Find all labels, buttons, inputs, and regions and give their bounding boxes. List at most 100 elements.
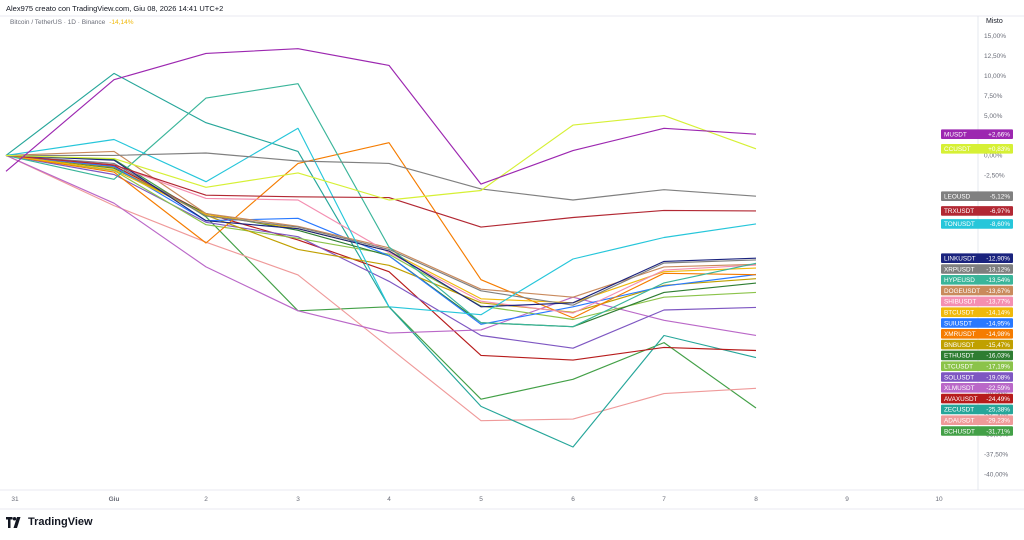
series-value: -6,97% bbox=[990, 208, 1011, 215]
series-value: -31,71% bbox=[986, 428, 1010, 435]
series-line-ltcusdt[interactable] bbox=[5, 154, 757, 321]
series-line-adausdt[interactable] bbox=[5, 154, 757, 422]
series-name: DOGEUSDT bbox=[944, 288, 980, 295]
series-line-xlmusdt[interactable] bbox=[5, 154, 757, 336]
y-tick-label: 0,00% bbox=[984, 153, 1003, 160]
series-name: XMRUSDT bbox=[944, 331, 976, 338]
series-value: +0,83% bbox=[988, 146, 1010, 153]
time-axis[interactable]: 31 Giu 2 3 4 5 6 7 8 9 10 bbox=[11, 496, 943, 503]
series-value: -5,12% bbox=[990, 194, 1011, 201]
series-line-ethusdt[interactable] bbox=[5, 154, 757, 328]
series-line-btcusdt[interactable] bbox=[5, 154, 757, 304]
series-line-suiusdt[interactable] bbox=[5, 154, 757, 325]
series-line-tonusdt[interactable] bbox=[5, 127, 757, 316]
series-label-bg bbox=[941, 318, 1013, 328]
series-label-btcusdt: BTCUSDT -14,14% bbox=[941, 307, 1013, 317]
series-line-hypeusd[interactable] bbox=[5, 83, 757, 328]
series-name: BNBUSDT bbox=[944, 342, 975, 349]
series-name: BCHUSDT bbox=[944, 428, 975, 435]
series-label-bg bbox=[941, 129, 1013, 139]
series-label-hypeusd: HYPEUSD -13,54% bbox=[941, 275, 1013, 285]
series-label-bchusdt: BCHUSDT -31,71% bbox=[941, 426, 1013, 436]
series-label-bg bbox=[941, 191, 1013, 201]
series-label-ccusdt: CCUSDT +0,83% bbox=[941, 144, 1013, 154]
series-value: -8,60% bbox=[990, 221, 1011, 228]
series-label-bg bbox=[941, 372, 1013, 382]
chart-credit: Alex975 creato con TradingView.com, Giu … bbox=[6, 4, 224, 13]
series-label-xlmusdt: XLMUSDT -22,59% bbox=[941, 383, 1013, 393]
y-tick-label: -32,50% bbox=[984, 412, 1008, 419]
series-label-linkusdt: LINKUSDT -12,90% bbox=[941, 253, 1013, 263]
series-line-trxusdt[interactable] bbox=[5, 154, 757, 228]
series-label-bg bbox=[941, 393, 1013, 404]
series-label-trxusdt: TRXUSDT -6,97% bbox=[941, 206, 1013, 216]
series-name: ZECUSDT bbox=[944, 407, 974, 414]
x-tick-label: 8 bbox=[754, 496, 758, 503]
series-label-adausdt: ADAUSDT -29,23% bbox=[941, 415, 1013, 425]
series-label-bnbusdt: BNBUSDT -15,47% bbox=[941, 339, 1013, 350]
series-label-bg bbox=[941, 296, 1013, 307]
series-line-shibusdt[interactable] bbox=[5, 154, 757, 314]
series-label-zecusdt: ZECUSDT -25,38% bbox=[941, 404, 1013, 415]
series-label-bg bbox=[941, 339, 1013, 350]
x-tick-label: 6 bbox=[571, 496, 575, 503]
series-label-suiusdt: SUIUSDT -14,95% bbox=[941, 318, 1013, 328]
series-line-musdt[interactable] bbox=[5, 48, 757, 185]
series-value: -13,67% bbox=[986, 288, 1010, 295]
x-tick-label: 9 bbox=[845, 496, 849, 503]
y-tick-label: -37,50% bbox=[984, 451, 1008, 458]
series-label-bg bbox=[941, 264, 1013, 274]
symbol-legend[interactable]: Bitcoin / TetherUS · 1D · Binance -14,14% bbox=[10, 19, 133, 26]
series-label-bg bbox=[941, 329, 1013, 339]
series-label-bg bbox=[941, 253, 1013, 263]
y-tick-label: -2,50% bbox=[984, 173, 1005, 180]
series-value: -15,47% bbox=[986, 342, 1010, 349]
series-name: LTCUSDT bbox=[944, 364, 973, 371]
y-tick-label: 7,50% bbox=[984, 93, 1003, 100]
series-label-xrpusdt: XRPUSDT -13,12% bbox=[941, 264, 1013, 274]
series-label-ltcusdt: LTCUSDT -17,19% bbox=[941, 361, 1013, 371]
series-name: HYPEUSD bbox=[944, 277, 975, 284]
series-layer bbox=[5, 48, 757, 448]
series-label-ethusdt: ETHUSDT -16,03% bbox=[941, 350, 1013, 361]
series-line-linkusdt[interactable] bbox=[5, 154, 757, 308]
x-tick-label: Giu bbox=[109, 496, 120, 503]
series-name: BTCUSDT bbox=[944, 310, 974, 317]
series-label-solusdt: SOLUSDT -19,08% bbox=[941, 372, 1013, 382]
series-name: TRXUSDT bbox=[944, 208, 974, 215]
x-tick-label: 3 bbox=[296, 496, 300, 503]
series-line-solusdt[interactable] bbox=[5, 154, 757, 349]
series-line-bchusdt[interactable] bbox=[5, 154, 757, 409]
x-tick-label: 7 bbox=[662, 496, 666, 503]
series-name: LEOUSD bbox=[944, 194, 971, 201]
series-line-xmrusdt[interactable] bbox=[5, 142, 757, 319]
x-tick-label: 10 bbox=[935, 496, 943, 503]
series-value: -17,19% bbox=[986, 364, 1010, 371]
tradingview-icon bbox=[6, 516, 21, 528]
series-value: -25,38% bbox=[986, 407, 1010, 414]
series-name: LINKUSDT bbox=[944, 256, 976, 263]
series-line-zecusdt[interactable] bbox=[5, 72, 757, 448]
series-label-bg bbox=[941, 361, 1013, 371]
series-label-xmrusdt: XMRUSDT -14,98% bbox=[941, 329, 1013, 339]
series-line-leousd[interactable] bbox=[6, 152, 757, 201]
series-value: -14,14% bbox=[986, 310, 1010, 317]
series-label-bg bbox=[941, 383, 1013, 393]
series-label-tonusdt: TONUSDT -8,60% bbox=[941, 219, 1013, 229]
tradingview-logo[interactable]: TradingView bbox=[6, 516, 93, 528]
x-tick-label: 5 bbox=[479, 496, 483, 503]
x-tick-label: 4 bbox=[387, 496, 391, 503]
series-label-avaxusdt: AVAXUSDT -24,49% bbox=[941, 393, 1013, 404]
brand-name: TradingView bbox=[28, 516, 93, 528]
series-label-musdt: MUSDT +2,66% bbox=[941, 129, 1013, 139]
series-line-avaxusdt[interactable] bbox=[5, 154, 757, 361]
symbol-name: Bitcoin / TetherUS · 1D · Binance bbox=[10, 19, 106, 26]
series-name: ETHUSDT bbox=[944, 353, 974, 360]
x-tick-label: 2 bbox=[204, 496, 208, 503]
series-line-ccusdt[interactable] bbox=[5, 115, 757, 201]
series-label-bg bbox=[941, 144, 1013, 154]
series-line-bnbusdt[interactable] bbox=[5, 154, 757, 313]
price-scale-mode[interactable]: Misto bbox=[986, 18, 1003, 25]
y-tick-label: 12,50% bbox=[984, 53, 1006, 60]
